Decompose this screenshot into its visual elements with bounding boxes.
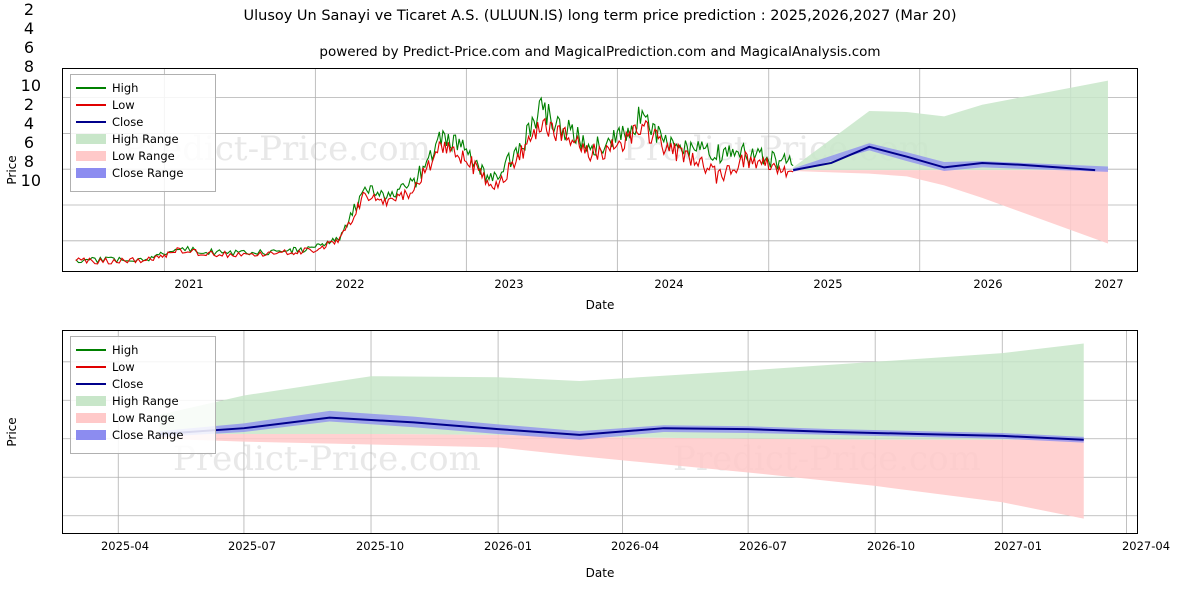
legend-item: Close [76,113,209,130]
y-tick-top: 8 [23,57,34,76]
x-tick-top: 2022 [335,277,365,291]
y-tick-bottom: 10 [20,171,41,190]
x-tick-bottom: 2027-04 [1121,539,1171,553]
legend-item: High [76,79,209,96]
page-title: Ulusoy Un Sanayi ve Ticaret A.S. (ULUUN.… [243,8,957,24]
legend-label: Close [112,376,144,391]
x-tick-top: 2026 [973,277,1003,291]
legend-item: Low [76,96,209,113]
legend-item: High Range [76,130,209,147]
legend-item: Close Range [76,426,209,443]
x-tick-top: 2025 [813,277,843,291]
y-tick-top: 4 [23,19,34,38]
legend-item: Low Range [76,409,209,426]
legend-swatch [76,167,106,179]
y-tick-bottom: 2 [23,95,34,114]
legend-marker-icon [76,167,106,178]
x-tick-bottom: 2026-01 [483,539,533,553]
legend-marker-icon [76,382,106,385]
x-axis-label-bottom: Date [585,566,615,580]
y-tick-top: 6 [23,38,34,57]
page-subtitle: powered by Predict-Price.com and Magical… [319,44,881,60]
x-tick-bottom: 2025-04 [100,539,150,553]
y-tick-bottom: 6 [23,133,34,152]
x-tick-bottom: 2025-07 [227,539,277,553]
legend-marker-icon [76,412,106,423]
legend-marker-icon [76,86,106,89]
legend-label: High [112,80,139,95]
legend-label: Low Range [112,148,175,163]
legend-label: Low [112,359,135,374]
legend-top: High Low Close High Range Low Range Close Ran… [70,74,216,192]
legend-swatch [76,344,106,356]
legend-item: High Range [76,392,209,409]
y-axis-label-bottom: Price [5,417,19,447]
legend-swatch [76,99,106,111]
legend-marker-icon [76,150,106,161]
legend-item: Low [76,358,209,375]
legend-label: Close Range [112,427,184,442]
legend-marker-icon [76,395,106,406]
legend-item: High [76,341,209,358]
y-tick-top: 2 [23,0,34,19]
legend-label: High Range [112,393,179,408]
y-axis-label-top: Price [5,155,19,185]
legend-swatch [76,150,106,162]
legend-swatch [76,361,106,373]
legend-marker-icon [76,133,106,144]
full-history-chart-panel: Predict-Price.com Predict-Price.com [62,68,1138,272]
legend-swatch [76,378,106,390]
legend-bottom: High Low Close High Range Low Range Close Ran… [70,336,216,454]
legend-marker-icon [76,429,106,440]
y-tick-bottom: 4 [23,114,34,133]
x-tick-top: 2023 [494,277,524,291]
x-tick-top: 2027 [1094,277,1124,291]
x-tick-bottom: 2026-07 [738,539,788,553]
x-tick-bottom: 2027-01 [993,539,1043,553]
x-tick-bottom: 2026-10 [866,539,916,553]
x-tick-bottom: 2025-10 [355,539,405,553]
legend-label: Close [112,114,144,129]
legend-marker-icon [76,348,106,351]
y-tick-bottom: 8 [23,152,34,171]
legend-marker-icon [76,365,106,368]
legend-label: Low [112,97,135,112]
legend-swatch [76,133,106,145]
legend-item: Close Range [76,164,209,181]
x-tick-top: 2021 [174,277,204,291]
forecast-zoom-chart-panel: Predict-Price.com Predict-Price.com [62,330,1138,534]
legend-swatch [76,116,106,128]
x-tick-top: 2024 [654,277,684,291]
legend-swatch [76,412,106,424]
legend-label: High Range [112,131,179,146]
legend-marker-icon [76,120,106,123]
full-history-plot [63,69,1137,271]
legend-label: High [112,342,139,357]
legend-swatch [76,395,106,407]
forecast-zoom-plot [63,331,1137,533]
legend-item: Low Range [76,147,209,164]
legend-item: Close [76,375,209,392]
legend-label: Low Range [112,410,175,425]
legend-marker-icon [76,103,106,106]
legend-label: Close Range [112,165,184,180]
legend-swatch [76,82,106,94]
y-tick-top: 10 [20,76,41,95]
x-tick-bottom: 2026-04 [610,539,660,553]
x-axis-label-top: Date [585,298,615,312]
legend-swatch [76,429,106,441]
